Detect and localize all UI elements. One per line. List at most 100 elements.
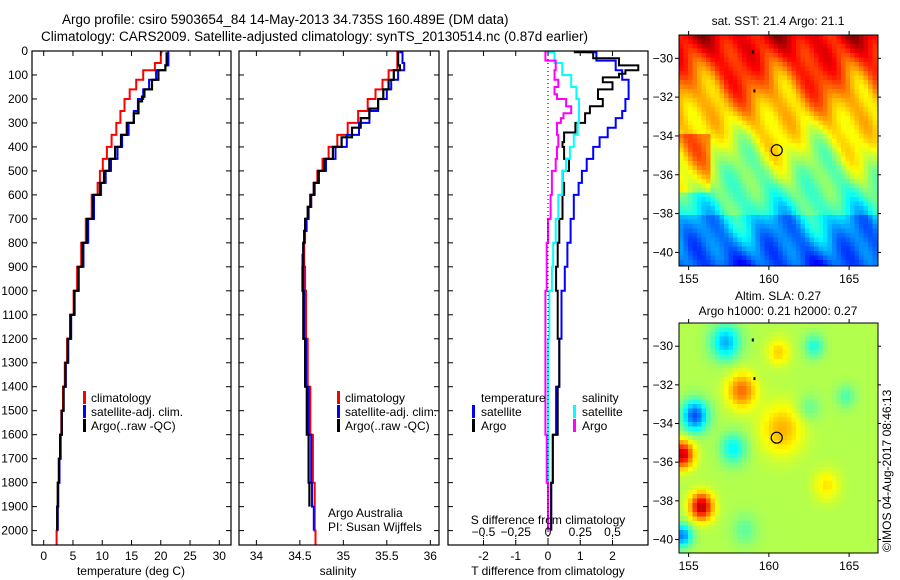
heatmap-cell xyxy=(710,174,716,180)
heatmap-cell xyxy=(733,179,739,185)
heatmap-cell xyxy=(710,350,716,356)
heatmap-cell xyxy=(769,341,775,347)
heatmap-cell xyxy=(769,183,775,189)
x-tick-label: 34 xyxy=(250,549,264,563)
heatmap-cell xyxy=(863,107,869,113)
heatmap-cell xyxy=(814,530,820,536)
heatmap-cell xyxy=(791,368,797,374)
heatmap-cell xyxy=(782,431,788,437)
heatmap-cell xyxy=(769,345,775,351)
heatmap-cell xyxy=(760,363,766,369)
heatmap-cell xyxy=(872,327,878,333)
heatmap-cell xyxy=(841,507,847,513)
heatmap-cell xyxy=(827,386,833,392)
heatmap-cell xyxy=(832,152,838,158)
heatmap-cell xyxy=(787,206,793,212)
heatmap-cell xyxy=(701,539,707,545)
heatmap-cell xyxy=(742,201,748,207)
heatmap-cell xyxy=(710,251,716,257)
heatmap-cell xyxy=(791,458,797,464)
heatmap-cell xyxy=(791,62,797,68)
heatmap-cell xyxy=(683,174,689,180)
heatmap-cell xyxy=(836,246,842,252)
heatmap-cell xyxy=(755,327,761,333)
heatmap-cell xyxy=(692,485,698,491)
heatmap-cell xyxy=(791,89,797,95)
heatmap-cell xyxy=(719,107,725,113)
heatmap-cell xyxy=(854,543,860,549)
heatmap-cell xyxy=(701,372,707,378)
heatmap-cell xyxy=(818,489,824,495)
heatmap-cell xyxy=(701,134,707,140)
heatmap-cell xyxy=(755,440,761,446)
heatmap-cell xyxy=(751,116,757,122)
heatmap-cell xyxy=(688,125,694,131)
heatmap-cell xyxy=(733,35,739,41)
heatmap-cell xyxy=(733,125,739,131)
heatmap-cell xyxy=(760,228,766,234)
heatmap-cell xyxy=(701,444,707,450)
heatmap-cell xyxy=(850,467,856,473)
heatmap-cell xyxy=(769,431,775,437)
heatmap-cell xyxy=(796,467,802,473)
heatmap-cell xyxy=(715,197,721,203)
heatmap-cell xyxy=(746,548,752,553)
heatmap-cell xyxy=(872,323,878,329)
heatmap-cell xyxy=(701,39,707,45)
heatmap-cell xyxy=(814,228,820,234)
heatmap-cell xyxy=(796,143,802,149)
heatmap-cell xyxy=(814,350,820,356)
heatmap-cell xyxy=(832,498,838,504)
heatmap-cell xyxy=(782,192,788,198)
heatmap-cell xyxy=(769,386,775,392)
heatmap-cell xyxy=(823,170,829,176)
heatmap-cell xyxy=(733,426,739,432)
heatmap-cell xyxy=(791,35,797,41)
heatmap-cell xyxy=(823,53,829,59)
heatmap-cell xyxy=(863,512,869,518)
heatmap-cell xyxy=(805,525,811,531)
heatmap-cell xyxy=(683,341,689,347)
heatmap-cell xyxy=(755,489,761,495)
heatmap-cell xyxy=(823,93,829,99)
heatmap-cell xyxy=(836,399,842,405)
heatmap-cell xyxy=(778,399,784,405)
heatmap-cell xyxy=(688,453,694,459)
heatmap-cell xyxy=(755,368,761,374)
legend-swatch-argo xyxy=(83,419,86,432)
heatmap-cell xyxy=(728,215,734,221)
heatmap-cell xyxy=(796,224,802,230)
series-t-argo xyxy=(550,51,640,531)
heatmap-cell xyxy=(719,543,725,549)
heatmap-cell xyxy=(751,417,757,423)
heatmap-cell xyxy=(760,525,766,531)
heatmap-cell xyxy=(791,323,797,329)
heatmap-cell xyxy=(814,237,820,243)
heatmap-cell xyxy=(809,264,815,266)
heatmap-cell xyxy=(760,498,766,504)
heatmap-cell xyxy=(796,404,802,410)
heatmap-cell xyxy=(778,516,784,522)
heatmap-cell xyxy=(760,449,766,455)
heatmap-cell xyxy=(872,336,878,342)
heatmap-cell xyxy=(764,71,770,77)
heatmap-cell xyxy=(845,224,851,230)
heatmap-cell xyxy=(764,80,770,86)
heatmap-cell xyxy=(832,426,838,432)
heatmap-cell xyxy=(764,462,770,468)
x-tick-label: -1 xyxy=(510,549,521,563)
heatmap-cell xyxy=(832,120,838,126)
heatmap-cell xyxy=(742,507,748,513)
heatmap-cell xyxy=(845,548,851,553)
heatmap-cell xyxy=(724,143,730,149)
heatmap-cell xyxy=(755,179,761,185)
heatmap-cell xyxy=(701,48,707,54)
heatmap-cell xyxy=(688,192,694,198)
heatmap-cell xyxy=(814,161,820,167)
heatmap-cell xyxy=(683,390,689,396)
heatmap-cell xyxy=(728,422,734,428)
heatmap-cell xyxy=(827,57,833,63)
heatmap-cell xyxy=(755,125,761,131)
heatmap-cell xyxy=(719,336,725,342)
series-t-satellite xyxy=(550,51,630,531)
